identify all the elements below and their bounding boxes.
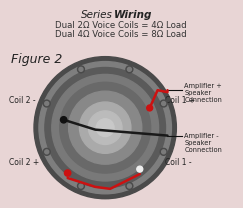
Circle shape	[60, 82, 151, 173]
Text: Figure 2: Figure 2	[11, 53, 63, 66]
Circle shape	[126, 66, 133, 73]
Circle shape	[78, 183, 84, 189]
Text: Coil 1 -: Coil 1 -	[165, 158, 191, 167]
Circle shape	[61, 117, 67, 123]
Circle shape	[39, 62, 171, 194]
Circle shape	[126, 183, 133, 189]
Text: Dual 4Ω Voice Coils = 8Ω Load: Dual 4Ω Voice Coils = 8Ω Load	[55, 30, 187, 39]
Circle shape	[137, 166, 143, 172]
Circle shape	[79, 67, 83, 71]
Text: Coil 2 -: Coil 2 -	[9, 95, 36, 105]
Circle shape	[96, 119, 114, 137]
Text: Amplifier -
Speaker
Connection: Amplifier - Speaker Connection	[184, 134, 222, 154]
Circle shape	[43, 148, 50, 155]
Circle shape	[43, 100, 50, 107]
Circle shape	[34, 57, 176, 199]
Circle shape	[127, 184, 131, 188]
Circle shape	[52, 74, 159, 181]
Circle shape	[45, 150, 49, 154]
Circle shape	[79, 102, 131, 153]
Text: Wiring: Wiring	[114, 10, 152, 20]
Circle shape	[127, 67, 131, 71]
Circle shape	[160, 100, 167, 107]
Circle shape	[160, 148, 167, 155]
Circle shape	[147, 105, 153, 111]
Circle shape	[64, 170, 71, 176]
Text: Series: Series	[81, 10, 113, 20]
Circle shape	[69, 91, 142, 164]
Circle shape	[162, 102, 166, 105]
Text: Coil 1 +: Coil 1 +	[165, 95, 195, 105]
Text: Dual 2Ω Voice Coils = 4Ω Load: Dual 2Ω Voice Coils = 4Ω Load	[55, 21, 187, 30]
Circle shape	[162, 150, 166, 154]
Circle shape	[45, 67, 165, 188]
Circle shape	[45, 102, 49, 105]
Text: Amplifier +
Speaker
Connection: Amplifier + Speaker Connection	[184, 83, 222, 103]
Circle shape	[79, 184, 83, 188]
Circle shape	[78, 66, 84, 73]
Text: Coil 2 +: Coil 2 +	[9, 158, 40, 167]
Circle shape	[88, 111, 122, 144]
